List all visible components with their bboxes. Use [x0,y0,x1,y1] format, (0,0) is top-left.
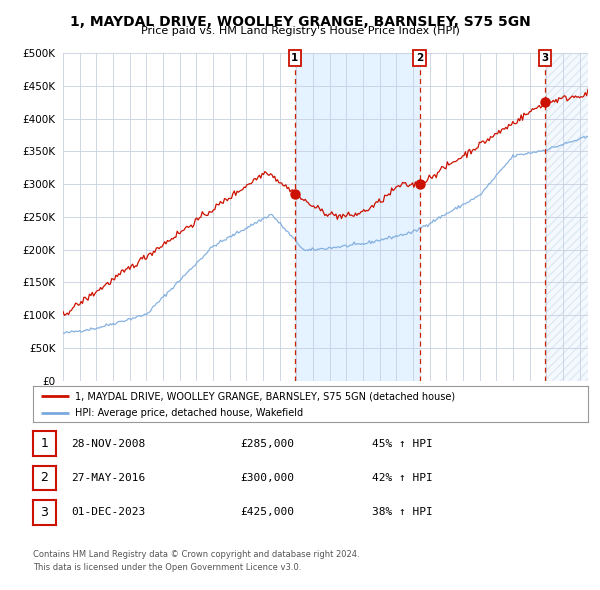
Text: 01-DEC-2023: 01-DEC-2023 [71,507,145,517]
Text: 1: 1 [40,437,49,450]
Text: 2: 2 [40,471,49,484]
Text: £285,000: £285,000 [240,439,294,448]
Text: 27-MAY-2016: 27-MAY-2016 [71,473,145,483]
Text: 3: 3 [541,53,548,63]
Text: 38% ↑ HPI: 38% ↑ HPI [372,507,433,517]
Text: 42% ↑ HPI: 42% ↑ HPI [372,473,433,483]
Text: HPI: Average price, detached house, Wakefield: HPI: Average price, detached house, Wake… [74,408,303,418]
Bar [295,53,419,381]
Text: Contains HM Land Registry data © Crown copyright and database right 2024.: Contains HM Land Registry data © Crown c… [33,550,359,559]
Text: 1: 1 [291,53,298,63]
Text: 1, MAYDAL DRIVE, WOOLLEY GRANGE, BARNSLEY, S75 5GN: 1, MAYDAL DRIVE, WOOLLEY GRANGE, BARNSLE… [70,15,530,29]
Text: 1, MAYDAL DRIVE, WOOLLEY GRANGE, BARNSLEY, S75 5GN (detached house): 1, MAYDAL DRIVE, WOOLLEY GRANGE, BARNSLE… [74,391,455,401]
Text: 2: 2 [416,53,423,63]
Text: 3: 3 [40,506,49,519]
Text: This data is licensed under the Open Government Licence v3.0.: This data is licensed under the Open Gov… [33,563,301,572]
Text: 45% ↑ HPI: 45% ↑ HPI [372,439,433,448]
Text: £425,000: £425,000 [240,507,294,517]
Text: 28-NOV-2008: 28-NOV-2008 [71,439,145,448]
Text: Price paid vs. HM Land Registry's House Price Index (HPI): Price paid vs. HM Land Registry's House … [140,26,460,36]
Text: £300,000: £300,000 [240,473,294,483]
